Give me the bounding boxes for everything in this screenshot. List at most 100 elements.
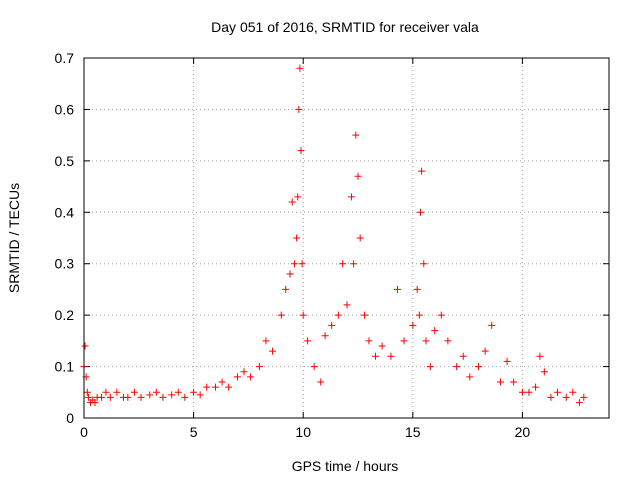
data-point	[293, 234, 301, 242]
data-point	[420, 260, 428, 268]
data-point	[365, 337, 373, 345]
tick-layer: 0 5 10 15 20 0 0.1 0.2 0.3 0.4 0.5 0.6 0.7	[55, 50, 609, 440]
data-point	[83, 388, 91, 396]
data-point	[294, 193, 302, 201]
data-point	[496, 378, 504, 386]
data-point	[475, 363, 483, 371]
data-point	[378, 342, 386, 350]
data-point	[334, 311, 342, 319]
data-point	[459, 352, 467, 360]
data-point	[225, 383, 233, 391]
x-tick-label: 20	[515, 424, 531, 440]
data-point	[304, 337, 312, 345]
data-point	[437, 311, 445, 319]
data-point	[152, 388, 160, 396]
data-point	[562, 393, 570, 401]
x-tick-label: 5	[190, 424, 198, 440]
data-point	[547, 393, 555, 401]
data-point	[343, 301, 351, 309]
data-point	[518, 388, 526, 396]
y-tick-label: 0.7	[55, 50, 75, 66]
data-point	[361, 311, 369, 319]
data-point	[196, 391, 204, 399]
data-point	[295, 105, 303, 113]
data-point	[339, 260, 347, 268]
y-tick-label: 0.4	[55, 204, 75, 220]
data-point	[418, 167, 426, 175]
data-point	[393, 285, 401, 293]
data-point	[536, 352, 544, 360]
data-point	[422, 337, 430, 345]
data-point	[298, 260, 306, 268]
data-point	[190, 388, 198, 396]
data-point	[413, 285, 421, 293]
data-point	[416, 208, 424, 216]
data-point	[575, 399, 583, 407]
y-tick-label: 0.3	[55, 256, 75, 272]
data-point	[159, 393, 167, 401]
data-point	[310, 363, 318, 371]
data-point	[510, 378, 518, 386]
y-tick-label: 0	[66, 410, 74, 426]
data-point	[247, 373, 255, 381]
data-point	[415, 311, 423, 319]
data-point	[297, 147, 305, 155]
data-point	[400, 337, 408, 345]
data-point	[218, 378, 226, 386]
data-point	[286, 270, 294, 278]
data-point	[124, 393, 132, 401]
data-point	[240, 368, 248, 376]
data-point	[540, 368, 548, 376]
data-point	[356, 234, 364, 242]
data-point	[347, 193, 355, 201]
grid-layer	[84, 58, 609, 418]
data-point	[350, 260, 358, 268]
data-point	[269, 347, 277, 355]
plot-frame	[83, 57, 610, 419]
data-point	[288, 198, 296, 206]
data-point	[137, 393, 145, 401]
data-point	[317, 378, 325, 386]
data-point	[130, 388, 138, 396]
data-point	[84, 393, 92, 401]
data-point	[453, 363, 461, 371]
data-point	[113, 388, 121, 396]
data-point	[321, 332, 329, 340]
data-point	[262, 337, 270, 345]
y-tick-label: 0.2	[55, 307, 75, 323]
data-point	[98, 393, 106, 401]
data-point	[255, 363, 263, 371]
data-point	[503, 357, 511, 365]
chart-title: Day 051 of 2016, SRMTID for receiver val…	[211, 19, 479, 35]
data-point	[203, 383, 211, 391]
data-point	[409, 321, 417, 329]
data-point	[444, 337, 452, 345]
y-tick-label: 0.5	[55, 153, 75, 169]
data-point	[146, 391, 154, 399]
data-point	[352, 131, 360, 139]
data-point	[174, 388, 182, 396]
data-point	[328, 321, 336, 329]
data-point	[372, 352, 380, 360]
x-axis-label: GPS time / hours	[292, 458, 399, 474]
data-point	[569, 388, 577, 396]
data-point	[354, 172, 362, 180]
y-tick-label: 0.6	[55, 101, 75, 117]
data-point	[91, 399, 99, 407]
data-point	[168, 391, 176, 399]
data-point	[525, 388, 533, 396]
data-point	[102, 388, 110, 396]
data-point	[532, 383, 540, 391]
data-point	[282, 285, 290, 293]
data-point	[212, 383, 220, 391]
data-point	[299, 311, 307, 319]
x-tick-label: 0	[80, 424, 88, 440]
data-point	[387, 352, 395, 360]
data-point	[431, 327, 439, 335]
data-point	[580, 393, 588, 401]
data-point	[481, 347, 489, 355]
data-point	[106, 393, 114, 401]
data-point	[233, 373, 241, 381]
